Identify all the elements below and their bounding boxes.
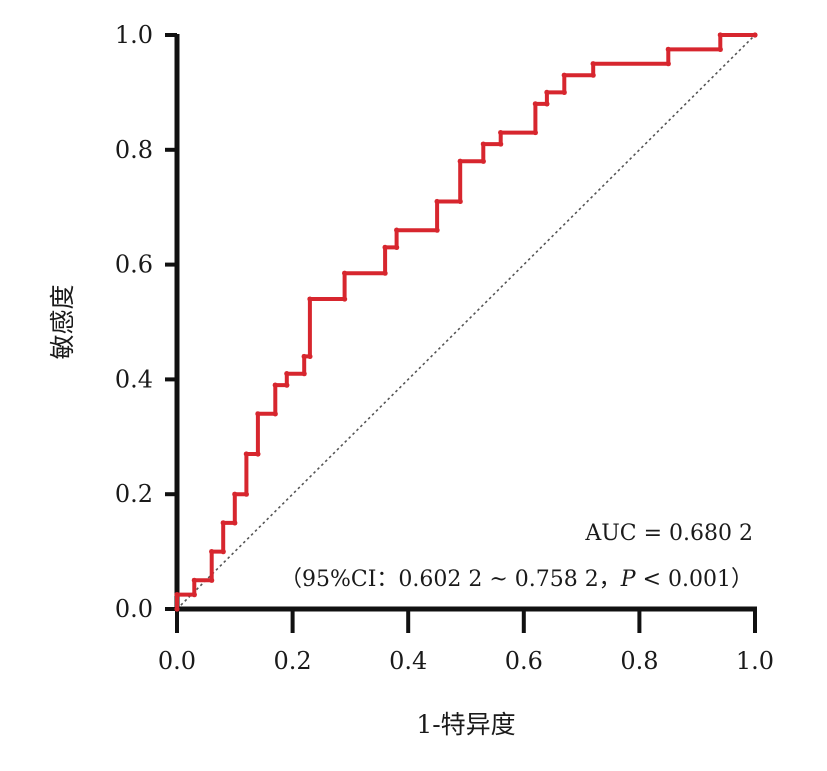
roc-point: [272, 411, 278, 417]
roc-point: [284, 382, 290, 388]
roc-point: [717, 32, 723, 38]
x-tick-label: 0.8: [620, 647, 658, 675]
roc-point: [480, 141, 486, 147]
roc-point: [301, 353, 307, 360]
x-tick-label: 0.2: [274, 647, 312, 675]
roc-point: [243, 451, 249, 457]
roc-point: [544, 101, 550, 107]
roc-point: [209, 577, 215, 583]
roc-point: [544, 89, 550, 95]
roc-point: [394, 227, 400, 233]
roc-point: [498, 129, 504, 136]
reference-diagonal-line: [176, 34, 756, 610]
roc-point: [434, 198, 440, 205]
roc-point: [272, 382, 278, 388]
x-tick-label: 0.0: [158, 647, 196, 675]
roc-point: [752, 32, 758, 38]
ci-annotation: （95%CI：0.602 2 ~ 0.758 2，P < 0.001）: [280, 567, 753, 592]
roc-point: [590, 61, 596, 67]
roc-point: [717, 46, 723, 52]
roc-point: [191, 592, 197, 598]
roc-point: [382, 270, 388, 276]
ci-text: （95%CI：0.602 2 ~ 0.758 2，: [280, 567, 621, 592]
roc-point: [342, 270, 348, 276]
roc-point: [232, 491, 238, 497]
roc-point: [220, 549, 226, 555]
roc-point: [561, 89, 567, 95]
auc-annotation: AUC = 0.680 2: [584, 521, 753, 546]
roc-point: [382, 244, 388, 250]
roc-point: [394, 244, 400, 250]
roc-point: [561, 72, 567, 78]
roc-point: [498, 141, 504, 147]
roc-point: [284, 371, 290, 377]
roc-point: [301, 371, 307, 377]
roc-point: [480, 158, 486, 164]
y-tick-label: 0.0: [115, 595, 153, 623]
roc-point: [255, 451, 261, 457]
roc-point: [665, 46, 671, 52]
roc-point: [232, 520, 238, 526]
y-axis-title: 敏感度: [48, 284, 77, 359]
roc-point: [220, 520, 226, 526]
y-tick-label: 0.8: [115, 136, 153, 164]
y-tick-label: 0.6: [115, 251, 153, 279]
y-tick-label: 1.0: [115, 21, 153, 49]
y-tick-label: 0.4: [115, 365, 153, 393]
roc-point: [590, 72, 596, 78]
roc-point: [532, 101, 538, 107]
x-tick-label: 0.4: [389, 647, 427, 675]
roc-point: [174, 606, 180, 612]
roc-point: [307, 353, 313, 360]
roc-point: [209, 549, 215, 555]
roc-point: [434, 227, 440, 233]
p-value-text: < 0.001）: [636, 567, 753, 592]
x-axis-title: 1-特异度: [416, 710, 515, 739]
p-symbol: P: [620, 567, 637, 592]
roc-point: [457, 158, 463, 164]
roc-point: [665, 61, 671, 67]
x-tick-label: 0.6: [505, 647, 543, 675]
roc-point: [191, 577, 197, 583]
roc-point: [243, 491, 249, 497]
y-tick-label: 0.2: [115, 480, 153, 508]
roc-point: [255, 411, 261, 417]
roc-point: [307, 296, 313, 302]
roc-point: [457, 198, 463, 205]
roc-point: [174, 592, 180, 598]
roc-point: [532, 129, 538, 136]
x-tick-label: 1.0: [736, 647, 774, 675]
roc-point: [342, 296, 348, 302]
